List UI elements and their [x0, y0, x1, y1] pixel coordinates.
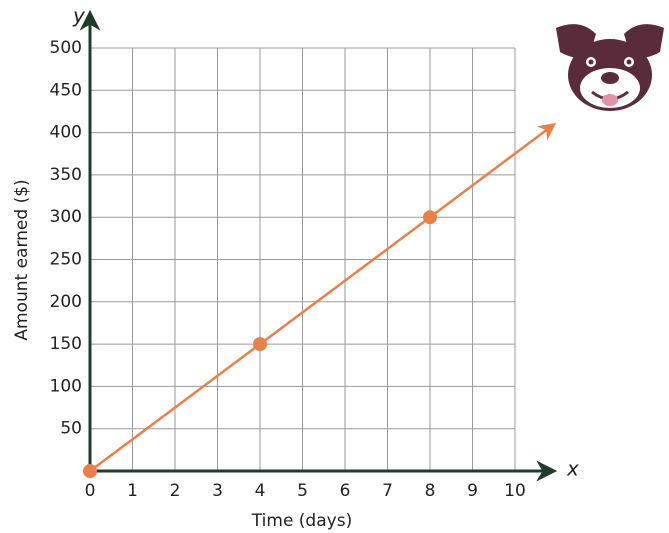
y-axis-title: Amount earned ($) [12, 179, 32, 340]
y-tick-label: 100 [50, 376, 82, 396]
x-tick-label: 3 [212, 481, 223, 501]
y-tick-label: 450 [50, 80, 82, 100]
y-tick-label: 400 [50, 123, 82, 143]
x-tick-label: 9 [467, 481, 478, 501]
y-axis-name: y [72, 4, 86, 28]
x-tick-label: 1 [127, 481, 138, 501]
chart: x y Time (days) Amount earned ($) 012345… [0, 0, 669, 533]
x-tick-label: 5 [297, 481, 308, 501]
x-tick-label: 2 [170, 481, 181, 501]
y-tick-label: 300 [50, 207, 82, 227]
x-tick-label: 7 [382, 481, 393, 501]
y-tick-label: 50 [60, 419, 82, 439]
data-point [253, 337, 267, 351]
x-axis-name: x [566, 457, 579, 481]
y-tick-label: 250 [50, 250, 82, 270]
data-point [423, 210, 437, 224]
x-tick-label: 8 [425, 481, 436, 501]
y-tick-label: 200 [50, 292, 82, 312]
data-point [83, 464, 97, 478]
y-tick-label: 150 [50, 334, 82, 354]
x-tick-label: 0 [85, 481, 96, 501]
x-tick-label: 6 [340, 481, 351, 501]
data-line [90, 125, 553, 471]
y-tick-label: 500 [50, 38, 82, 58]
x-axis-title: Time (days) [251, 511, 352, 531]
x-tick-label: 4 [255, 481, 266, 501]
y-tick-label: 350 [50, 165, 82, 185]
dog-icon [556, 24, 664, 111]
x-tick-label: 10 [504, 481, 526, 501]
